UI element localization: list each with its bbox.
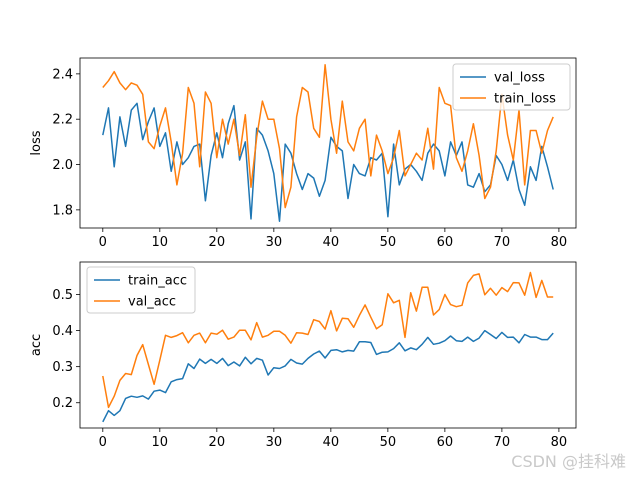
loss-y-ticks: 1.8 2.0 2.2 2.4 [52,67,80,218]
loss-x-tick-label: 70 [494,235,511,250]
acc-x-tick-label: 80 [551,435,568,450]
acc-legend: train_acc val_acc [86,266,196,314]
acc-y-tick-label: 0.3 [52,360,73,375]
loss-x-tick-label: 50 [380,235,397,250]
series-line-val_loss [102,102,554,222]
acc-x-tick-label: 30 [266,435,283,450]
legend-label-train_loss: train_loss [494,92,556,107]
loss-x-tick-label: 40 [323,235,340,250]
acc-y-tick-label: 0.4 [52,324,73,339]
acc-x-tick-label: 60 [437,435,454,450]
series-line-train_loss [102,64,554,209]
loss-x-tick-label: 0 [99,235,107,250]
loss-subplot: 0 10 20 30 40 50 60 70 80 1.8 2.0 2.2 2.4 loss val_… [29,57,577,250]
acc-x-tick-label: 20 [209,435,226,450]
acc-axes-frame [79,261,577,429]
loss-x-tick-label: 10 [152,235,169,250]
loss-y-axis-label: loss [29,130,44,155]
loss-plot-area [79,57,577,229]
csdn-watermark: CSDN @挂科难 [511,452,626,471]
loss-y-tick-label: 2.0 [52,158,73,173]
acc-x-ticks: 0 10 20 30 40 50 60 70 80 [99,428,568,450]
legend-label-val_loss: val_loss [494,71,545,86]
acc-y-tick-label: 0.5 [52,288,73,303]
acc-x-tick-label: 0 [99,435,107,450]
legend-label-train_acc: train_acc [128,274,187,289]
loss-y-tick-label: 2.4 [52,67,73,82]
loss-y-tick-label: 1.8 [52,203,73,218]
series-line-val_acc [102,271,554,409]
acc-plot-area [79,261,577,429]
acc-x-tick-label: 70 [494,435,511,450]
acc-x-tick-label: 10 [152,435,169,450]
acc-x-tick-label: 40 [323,435,340,450]
legend-label-val_acc: val_acc [128,295,176,310]
loss-x-ticks: 0 10 20 30 40 50 60 70 80 [99,228,568,250]
loss-axes-frame [79,57,577,229]
loss-x-tick-label: 80 [551,235,568,250]
acc-x-tick-label: 50 [380,435,397,450]
acc-y-tick-label: 0.2 [52,396,73,411]
acc-y-axis-label: acc [29,334,44,356]
acc-subplot: 0 10 20 30 40 50 60 70 80 0.2 0.3 0.4 0.5 acc train… [29,261,577,450]
loss-x-tick-label: 60 [437,235,454,250]
loss-y-tick-label: 2.2 [52,113,73,128]
acc-y-ticks: 0.2 0.3 0.4 0.5 [52,288,80,411]
loss-x-tick-label: 30 [266,235,283,250]
loss-legend: val_loss train_loss [452,63,571,111]
series-line-train_acc [102,329,554,423]
loss-x-tick-label: 20 [209,235,226,250]
